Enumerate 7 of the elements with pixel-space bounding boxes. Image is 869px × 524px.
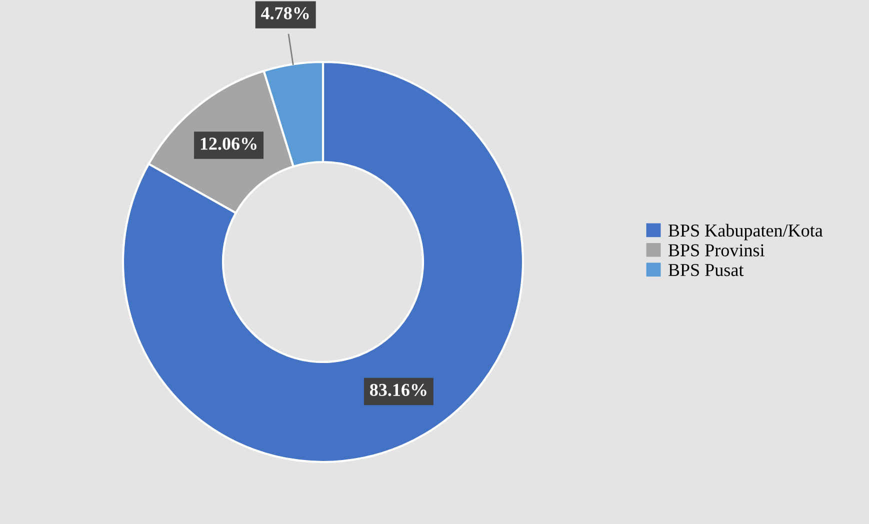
legend-label: BPS Provinsi (668, 244, 764, 256)
data-label: 83.16% (370, 384, 426, 396)
legend-label: BPS Pusat (668, 264, 744, 276)
data-label: 12.06% (200, 138, 256, 150)
legend-label: BPS Kabupaten/Kota (668, 224, 823, 240)
donut-slice (122, 60, 524, 464)
data-label: 4.78% (261, 7, 309, 20)
